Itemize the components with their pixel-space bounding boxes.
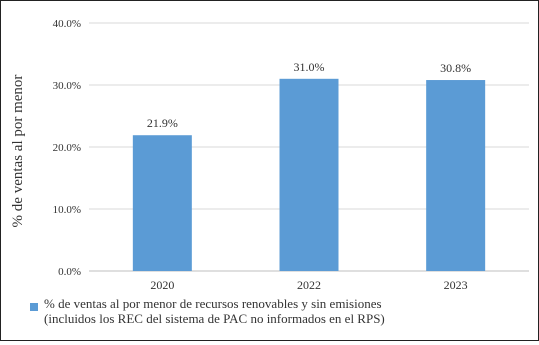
- data-labels: 21.9% 31.0% 30.8%: [147, 60, 471, 130]
- legend-label-line-1: % de ventas al por menor de recursos ren…: [44, 296, 382, 311]
- data-label: 30.8%: [440, 61, 471, 75]
- data-label: 21.9%: [147, 116, 178, 130]
- legend: % de ventas al por menor de recursos ren…: [30, 296, 530, 326]
- bars: [132, 78, 486, 271]
- x-tick-label: 2023: [444, 278, 468, 292]
- y-tick-label: 0.0%: [58, 266, 81, 278]
- y-tick-label: 40.0%: [53, 18, 81, 30]
- y-tick-label: 10.0%: [53, 204, 81, 216]
- axes: 0.0% 10.0% 20.0% 30.0% 40.0% 2020 2022 2023: [53, 18, 468, 292]
- bar-2023: [426, 80, 486, 271]
- x-tick-label: 2020: [150, 278, 174, 292]
- legend-swatch: [30, 303, 38, 311]
- data-label: 31.0%: [294, 60, 325, 74]
- x-tick-label: 2022: [297, 278, 321, 292]
- bar-2022: [279, 78, 339, 271]
- bar-2020: [132, 135, 192, 271]
- legend-label: % de ventas al por menor de recursos ren…: [44, 296, 385, 326]
- y-tick-label: 20.0%: [53, 142, 81, 154]
- y-tick-label: 30.0%: [53, 80, 81, 92]
- y-axis-title: % de ventas al por menor: [10, 75, 26, 228]
- bar-chart: 0.0% 10.0% 20.0% 30.0% 40.0% 2020 2022 2023 21.…: [10, 18, 529, 292]
- legend-label-line-2: (incluidos los REC del sistema de PAC no…: [44, 311, 385, 326]
